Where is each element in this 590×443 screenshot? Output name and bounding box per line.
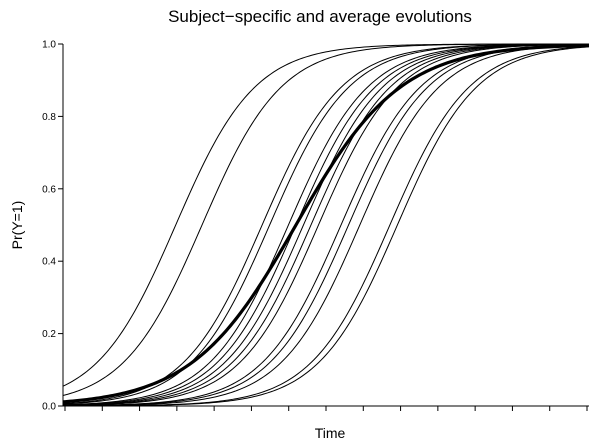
subject-curve (62, 43, 590, 406)
average-curve (62, 43, 590, 404)
plot-area (62, 43, 590, 407)
subject-curve (62, 43, 590, 406)
subject-curve (62, 43, 590, 406)
y-axis-label: Pr(Y=1) (9, 201, 25, 250)
subject-curve (62, 43, 590, 406)
subject-curve (62, 43, 590, 405)
subject-curve (62, 43, 590, 406)
chart-title: Subject−specific and average evolutions (168, 7, 472, 26)
subject-curve (62, 43, 589, 387)
y-tick-label: 0.6 (42, 184, 56, 195)
y-tick-label: 0.4 (42, 257, 56, 268)
y-tick-label: 1.0 (42, 40, 56, 51)
y-tick-label: 0.0 (42, 402, 56, 413)
subject-curve (62, 44, 590, 407)
subject-curve (62, 44, 590, 407)
subject-curve (63, 46, 590, 407)
subject-curve (62, 44, 590, 407)
subject-curve (62, 45, 590, 407)
y-tick-label: 0.8 (42, 112, 56, 123)
y-axis: 0.0 0.2 0.4 0.6 0.8 1.0 (42, 40, 64, 413)
subject-curve (62, 43, 589, 397)
x-axis (63, 405, 589, 411)
subject-curve (62, 43, 590, 405)
y-tick-label: 0.2 (42, 329, 56, 340)
x-axis-label: Time (315, 425, 346, 441)
